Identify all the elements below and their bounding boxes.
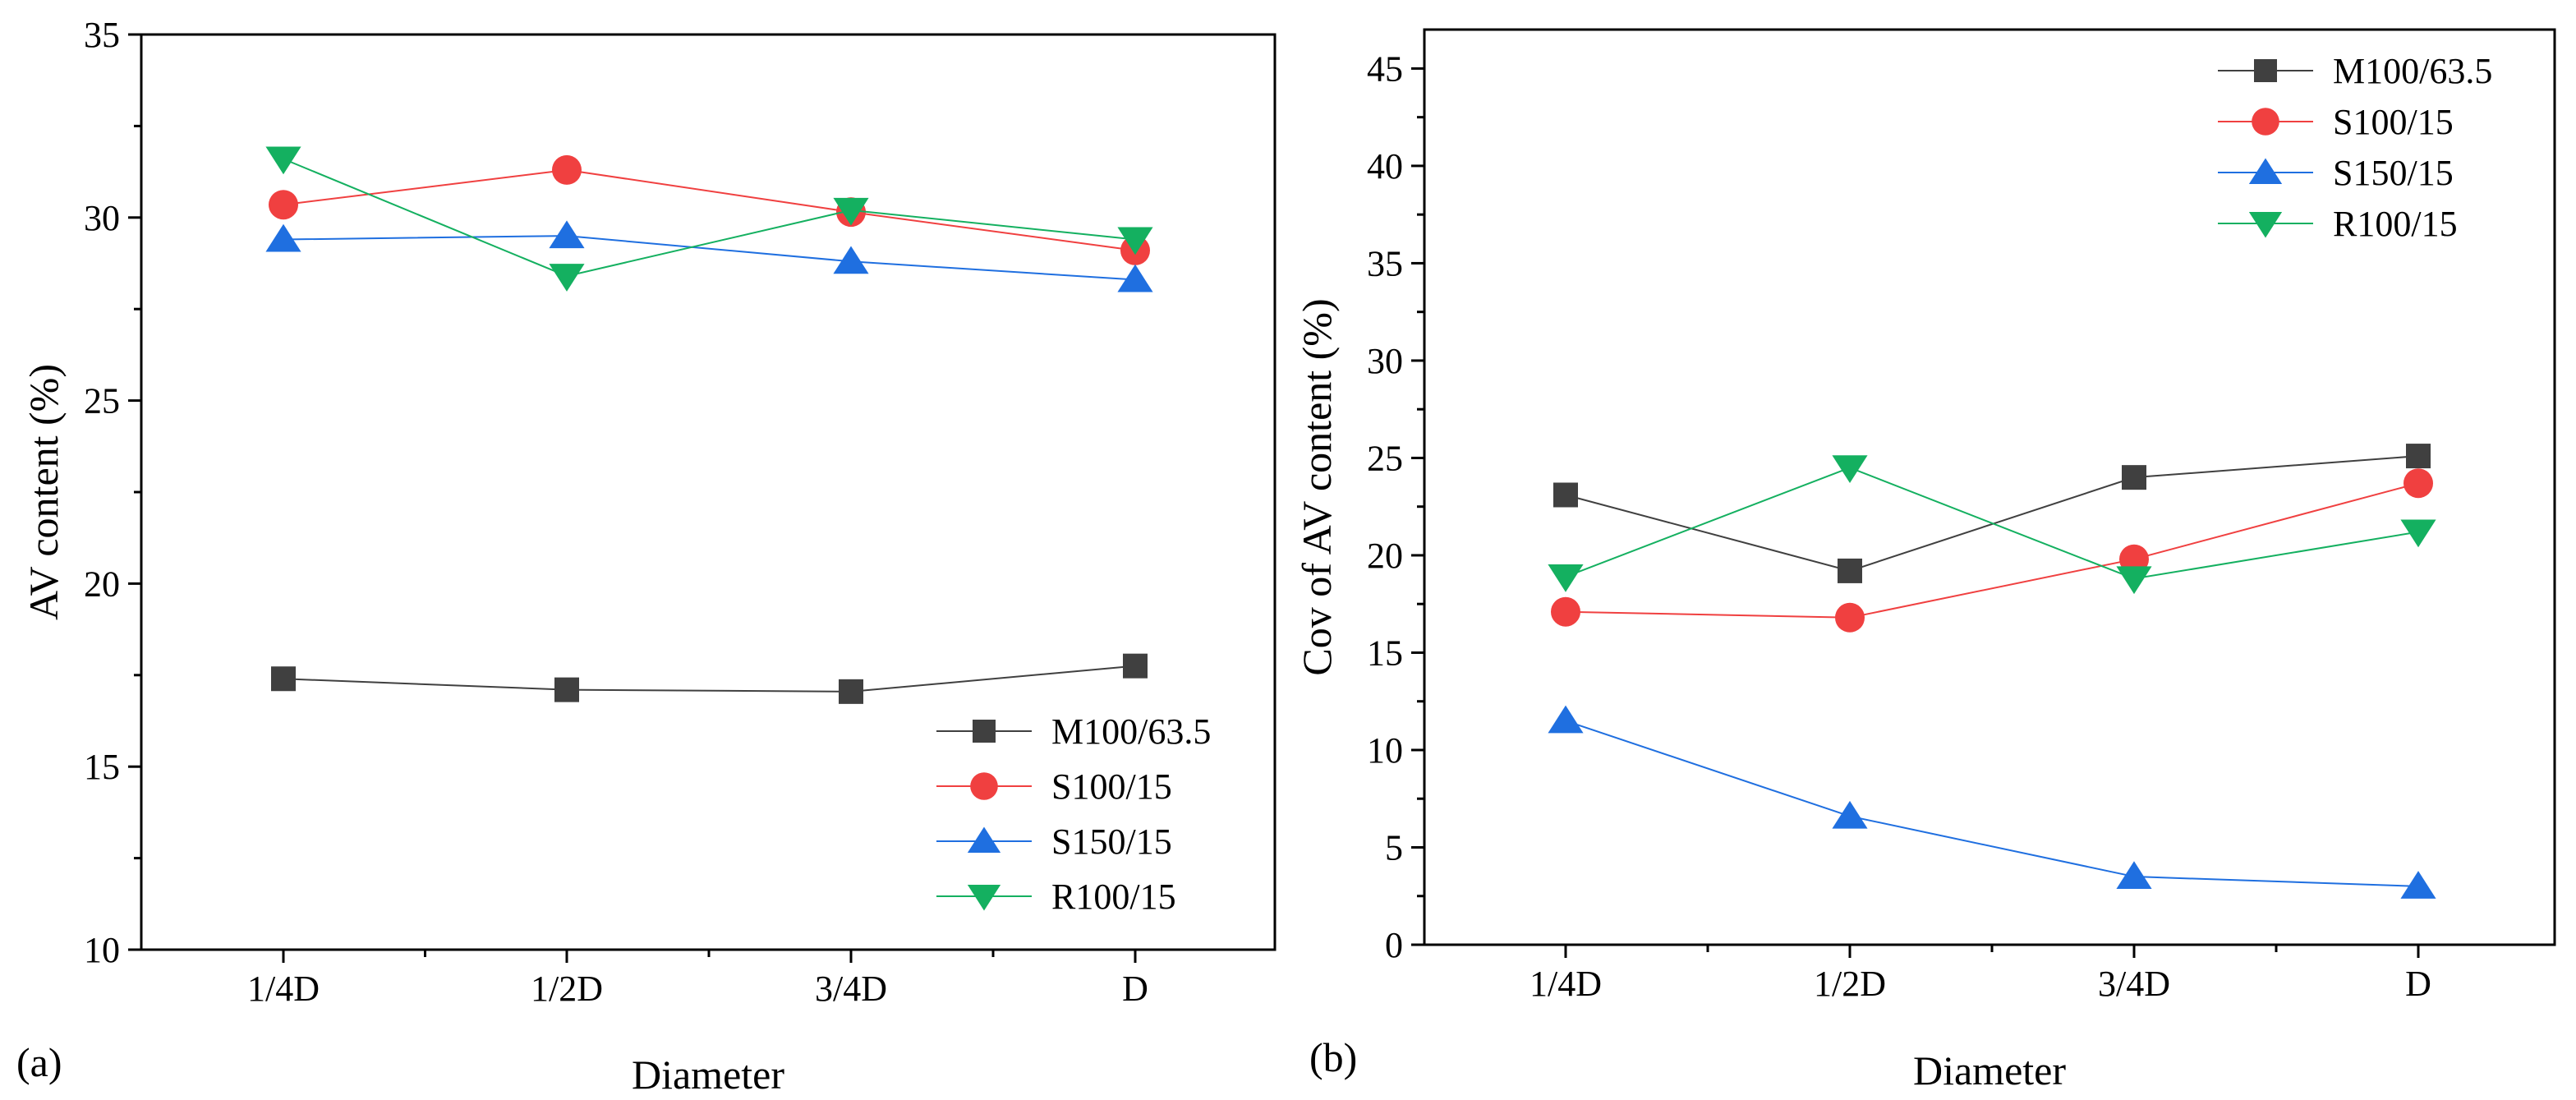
- data-point-s100-15: [1835, 602, 1865, 633]
- data-point-s100-15: [552, 154, 582, 185]
- series-s150-15: [1548, 705, 2436, 899]
- series-line-r100-15: [1565, 467, 2419, 580]
- data-point-r100-15: [265, 146, 301, 175]
- data-point-s150-15: [1117, 264, 1153, 292]
- legend-marker-r100-15: [967, 885, 1001, 911]
- data-point-s150-15: [265, 223, 301, 252]
- x-axis-title: Diameter: [632, 1052, 784, 1098]
- data-point-s100-15: [269, 190, 298, 220]
- legend: M100/63.5 S100/15 S150/15 R100/15: [936, 711, 1211, 917]
- series-line-m100-63-5: [283, 665, 1136, 693]
- data-point-s100-15: [2404, 468, 2433, 499]
- panel-a: 10 15 20 25 30 35 1/4D 1/2D 3/4D D AV content (%) D…: [16, 15, 1276, 1098]
- y-tick-label: 25: [84, 381, 120, 421]
- legend-label: S100/15: [1051, 766, 1172, 807]
- data-point-s100-15: [1551, 596, 1580, 627]
- x-tick-label: 1/2D: [531, 969, 603, 1009]
- data-point-s150-15: [833, 246, 869, 274]
- y-axis-title: Cov of AV content (%): [1294, 298, 1340, 675]
- legend-label: R100/15: [1051, 877, 1176, 917]
- data-point-r100-15: [1117, 227, 1153, 255]
- data-point-m100-63-5: [1838, 558, 1862, 583]
- legend-label: M100/63.5: [1051, 711, 1211, 752]
- data-point-s150-15: [2116, 861, 2152, 890]
- series-line-r100-15: [283, 158, 1136, 278]
- legend-label: S150/15: [2333, 153, 2454, 193]
- legend-label: R100/15: [2333, 204, 2458, 244]
- x-tick-label: 3/4D: [815, 969, 887, 1009]
- y-tick-label: 25: [1367, 438, 1403, 478]
- legend-label: S150/15: [1051, 822, 1172, 862]
- data-point-m100-63-5: [1123, 653, 1148, 679]
- x-tick-label: D: [2405, 964, 2431, 1004]
- series-line-s150-15: [283, 235, 1136, 281]
- y-tick-label: 40: [1367, 146, 1403, 186]
- series-line-s100-15: [1565, 482, 2419, 619]
- y-tick-label: 20: [1367, 536, 1403, 576]
- legend-marker-s100-15: [970, 772, 998, 800]
- panel-b: 0 5 10 15 20 25 30 35 40 45 1/4D 1/2D 3/4D D Cov of AV…: [1294, 28, 2556, 1093]
- panel-label: (a): [16, 1039, 62, 1085]
- y-tick-label: 30: [84, 198, 120, 238]
- series-m100-63-5: [271, 653, 1148, 704]
- data-point-m100-63-5: [1553, 482, 1578, 508]
- y-tick-label: 30: [1367, 341, 1403, 381]
- legend-marker-m100-63-5: [2254, 59, 2277, 82]
- legend-label: M100/63.5: [2333, 51, 2492, 91]
- series-r100-15: [265, 146, 1153, 292]
- data-point-m100-63-5: [839, 679, 863, 704]
- series-line-s150-15: [1565, 720, 2419, 887]
- legend-label: S100/15: [2333, 102, 2454, 142]
- y-tick-label: 35: [1367, 243, 1403, 283]
- x-tick-label: 1/2D: [1814, 964, 1886, 1004]
- y-tick-label: 0: [1385, 925, 1403, 965]
- plot-frame: [1423, 28, 2556, 946]
- data-point-r100-15: [2116, 566, 2152, 595]
- data-point-m100-63-5: [271, 666, 296, 692]
- y-tick-label: 5: [1385, 827, 1403, 868]
- data-point-r100-15: [833, 197, 869, 226]
- series-line-m100-63-5: [1565, 455, 2419, 572]
- data-point-s150-15: [1832, 800, 1868, 829]
- data-point-r100-15: [2400, 519, 2436, 548]
- y-tick-label: 15: [1367, 633, 1403, 673]
- data-point-s150-15: [2400, 871, 2436, 899]
- y-tick-label: 20: [84, 564, 120, 604]
- data-point-m100-63-5: [2122, 465, 2146, 490]
- x-tick-label: D: [1122, 969, 1148, 1009]
- y-tick-label: 45: [1367, 48, 1403, 89]
- data-point-r100-15: [1832, 455, 1868, 484]
- x-tick-label: 3/4D: [2098, 964, 2170, 1004]
- panel-label: (b): [1309, 1034, 1357, 1080]
- legend-marker-s150-15: [967, 826, 1001, 853]
- legend-marker-m100-63-5: [973, 720, 996, 743]
- y-tick-label: 10: [84, 930, 120, 970]
- legend-marker-s150-15: [2248, 158, 2283, 184]
- series-line-s100-15: [283, 168, 1136, 251]
- data-point-m100-63-5: [2406, 444, 2431, 469]
- legend: M100/63.5 S100/15 S150/15 R100/15: [2218, 51, 2492, 244]
- x-tick-label: 1/4D: [1530, 964, 1602, 1004]
- data-point-r100-15: [1548, 564, 1584, 592]
- x-axis-title: Diameter: [1913, 1047, 2066, 1093]
- series-r100-15: [1548, 455, 2436, 595]
- y-tick-label: 35: [84, 15, 120, 55]
- data-point-s150-15: [549, 220, 585, 249]
- legend-marker-s100-15: [2252, 108, 2279, 136]
- data-point-s150-15: [1548, 705, 1584, 734]
- y-tick-label: 15: [84, 747, 120, 787]
- y-axis-title: AV content (%): [21, 364, 67, 620]
- data-point-m100-63-5: [554, 677, 579, 702]
- plot-frame: [140, 33, 1276, 951]
- series-m100-63-5: [1553, 444, 2431, 583]
- y-tick-label: 10: [1367, 730, 1403, 771]
- x-tick-label: 1/4D: [247, 969, 320, 1009]
- legend-marker-r100-15: [2248, 212, 2283, 238]
- series-s150-15: [265, 220, 1153, 292]
- data-point-r100-15: [549, 264, 585, 292]
